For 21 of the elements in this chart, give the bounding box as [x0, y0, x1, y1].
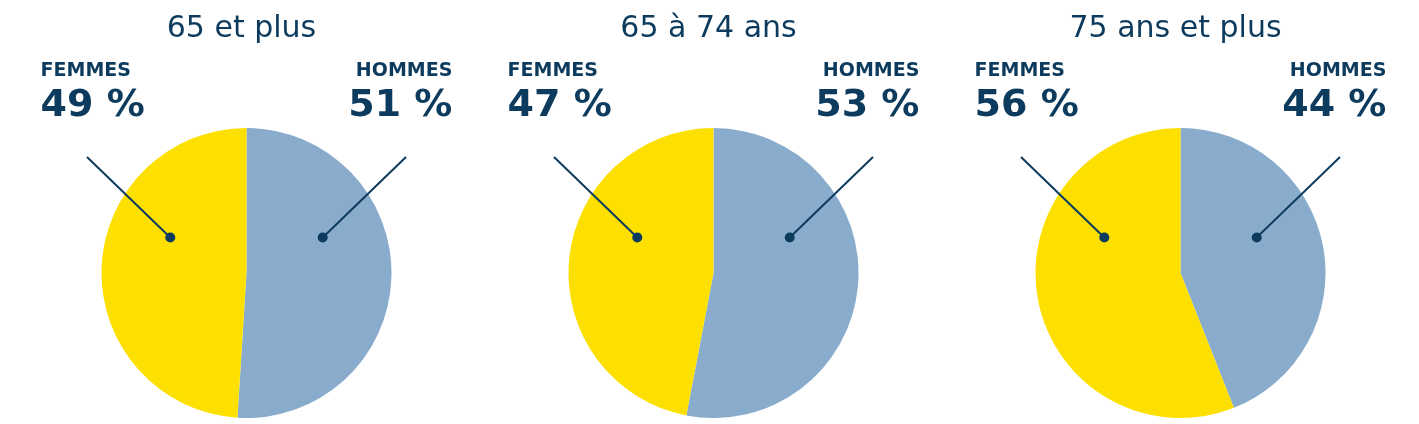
pie-slice [101, 128, 247, 418]
pie-slice [686, 128, 859, 418]
pie-slice [1180, 128, 1326, 408]
data-label: 56 % [974, 81, 1079, 125]
pie-slice [237, 128, 392, 418]
data-label: 49 % [40, 81, 145, 125]
slice-label: HOMMES [822, 58, 920, 80]
data-label: 51 % [348, 81, 453, 125]
slice-label: FEMMES [507, 58, 599, 80]
chart-title: 75 ans et plus [1069, 8, 1282, 46]
slice-label: HOMMES [1289, 58, 1387, 80]
chart-title: 65 à 74 ans [620, 8, 797, 46]
chart-title: 65 et plus [166, 8, 317, 46]
slice-label: FEMMES [974, 58, 1066, 80]
pie-slice [1035, 128, 1234, 418]
slice-label: HOMMES [355, 58, 453, 80]
pie-slice [568, 128, 714, 416]
slice-label: FEMMES [40, 58, 132, 80]
data-label: 53 % [815, 81, 920, 125]
data-label: 47 % [507, 81, 612, 125]
data-label: 44 % [1282, 81, 1387, 125]
